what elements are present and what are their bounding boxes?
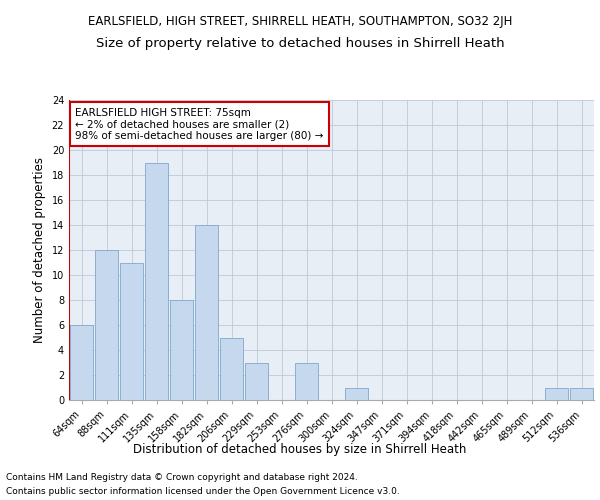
Bar bbox=[95, 250, 118, 400]
Text: Contains public sector information licensed under the Open Government Licence v3: Contains public sector information licen… bbox=[6, 488, 400, 496]
Text: Size of property relative to detached houses in Shirrell Heath: Size of property relative to detached ho… bbox=[95, 38, 505, 51]
Bar bbox=[145, 162, 168, 400]
Text: Contains HM Land Registry data © Crown copyright and database right 2024.: Contains HM Land Registry data © Crown c… bbox=[6, 472, 358, 482]
Bar bbox=[545, 388, 568, 400]
Bar bbox=[170, 300, 193, 400]
Y-axis label: Number of detached properties: Number of detached properties bbox=[33, 157, 46, 343]
Text: EARLSFIELD HIGH STREET: 75sqm
← 2% of detached houses are smaller (2)
98% of sem: EARLSFIELD HIGH STREET: 75sqm ← 2% of de… bbox=[76, 108, 323, 140]
Bar bbox=[345, 388, 368, 400]
Bar bbox=[120, 262, 143, 400]
Bar bbox=[220, 338, 243, 400]
Text: Distribution of detached houses by size in Shirrell Heath: Distribution of detached houses by size … bbox=[133, 442, 467, 456]
Bar bbox=[70, 325, 93, 400]
Bar bbox=[570, 388, 593, 400]
Bar bbox=[245, 362, 268, 400]
Text: EARLSFIELD, HIGH STREET, SHIRRELL HEATH, SOUTHAMPTON, SO32 2JH: EARLSFIELD, HIGH STREET, SHIRRELL HEATH,… bbox=[88, 15, 512, 28]
Bar bbox=[195, 225, 218, 400]
Bar bbox=[295, 362, 318, 400]
